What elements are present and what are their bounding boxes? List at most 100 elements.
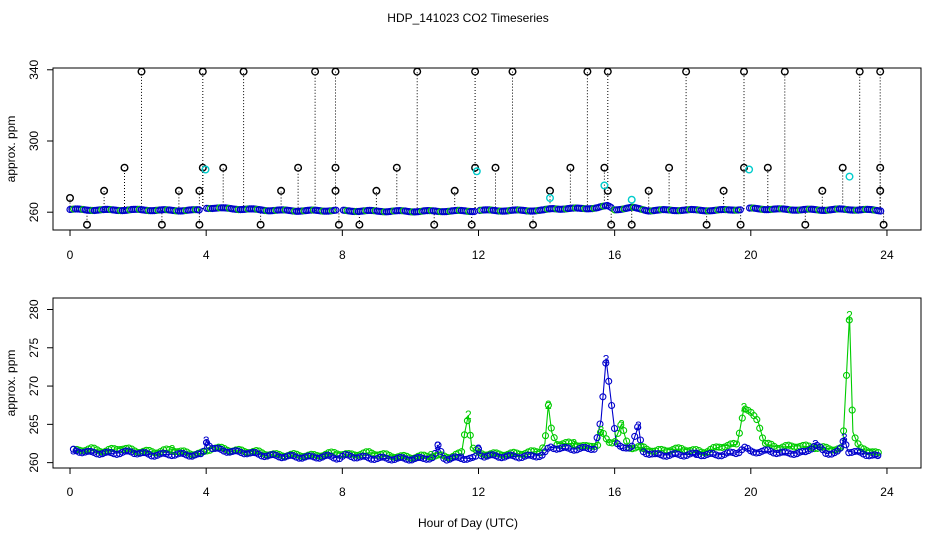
bottom-x-tick-label: 12 [472, 485, 486, 499]
flagged-point [201, 165, 210, 174]
top-panel: 0 4 8 12 16 20 24 260 300 340 approx. ppm [4, 59, 922, 262]
raw-point [736, 220, 745, 229]
series-point-label: 3 [434, 439, 441, 453]
flagged-point [546, 193, 555, 202]
series-point-label: 3 [203, 434, 210, 448]
raw-point [277, 186, 286, 195]
series-point [602, 359, 610, 367]
series-point-label: 2 [545, 398, 552, 412]
raw-point [818, 186, 827, 195]
series-point [194, 450, 202, 458]
raw-point [491, 163, 500, 172]
flagged-point [745, 165, 754, 174]
bottom-x-tick-label: 8 [339, 485, 346, 499]
raw-point [627, 220, 636, 229]
bottom-x-tick-label: 24 [880, 485, 894, 499]
series-point [466, 431, 474, 439]
raw-point [355, 220, 364, 229]
series-point-label: 2 [639, 440, 646, 454]
series-point-label: 3 [693, 447, 700, 461]
raw-point [876, 163, 885, 172]
baseline-point [332, 206, 340, 214]
raw-point [838, 163, 847, 172]
chart-title: HDP_141023 CO2 Timeseries [387, 11, 548, 25]
series-point [735, 429, 743, 437]
flagged-point [600, 181, 609, 190]
series-point [631, 432, 639, 440]
series-point [547, 424, 555, 432]
series-point-label: 3 [812, 437, 819, 451]
raw-point [413, 67, 422, 76]
bottom-x-axis: 0 4 8 12 16 20 24 [67, 467, 894, 499]
raw-point [644, 186, 653, 195]
series-point [200, 447, 208, 455]
series-point [590, 445, 598, 453]
series-point [790, 450, 798, 459]
series-point [539, 444, 547, 452]
series-point [756, 424, 764, 432]
series-point [463, 417, 471, 425]
top-spike-lines [69, 71, 885, 225]
series-point [845, 316, 853, 324]
raw-point [198, 67, 207, 76]
series-point [842, 441, 850, 449]
series-point-label: 2 [846, 309, 853, 323]
series-point [753, 416, 761, 424]
series-point [628, 442, 636, 450]
top-x-tick-label: 8 [339, 248, 346, 262]
series-point [544, 401, 552, 409]
raw-point [682, 67, 691, 76]
top-x-tick-label: 24 [880, 248, 894, 262]
raw-point [100, 186, 109, 195]
bottom-x-tick-label: 16 [608, 485, 622, 499]
series-point [269, 451, 277, 459]
series-point-label: 3 [475, 442, 482, 456]
top-x-tick-label: 16 [608, 248, 622, 262]
top-data-points [65, 67, 888, 229]
flagged-point [845, 172, 854, 181]
series-point-label: 3 [841, 431, 848, 445]
series-point [732, 450, 740, 458]
series-point [333, 455, 341, 463]
raw-point [174, 186, 183, 195]
raw-point [876, 186, 885, 195]
series-point [587, 445, 595, 454]
raw-point [331, 186, 340, 195]
series-point [599, 393, 607, 401]
raw-point [467, 220, 476, 229]
series-point-label: 3 [458, 451, 465, 465]
series-point [836, 444, 844, 452]
raw-point [879, 220, 888, 229]
bottom-y-tick-label: 260 [27, 452, 41, 472]
top-x-tick-label: 20 [744, 248, 758, 262]
raw-point [195, 186, 204, 195]
top-x-tick-label: 0 [67, 248, 74, 262]
raw-point [372, 186, 381, 195]
series-point-label: 2 [741, 401, 748, 415]
raw-point [876, 67, 885, 76]
bottom-y-axis: 260 265 270 275 280 [27, 299, 54, 473]
raw-point [508, 67, 517, 76]
series-point-label: 2 [598, 424, 605, 438]
series-point [758, 434, 767, 442]
raw-point [740, 163, 749, 172]
series-line [76, 315, 881, 458]
series-point [379, 453, 387, 461]
raw-point [607, 220, 616, 229]
raw-point [801, 220, 810, 229]
series-point [608, 401, 616, 410]
series-point-label: 2 [465, 408, 472, 422]
top-y-tick-label: 260 [27, 202, 41, 222]
series-point [541, 432, 550, 440]
series-point [842, 371, 851, 379]
top-y-tick-label: 340 [27, 59, 41, 79]
series-point-label: 3 [603, 352, 610, 366]
raw-point [763, 163, 772, 172]
raw-point [311, 67, 320, 76]
bottom-y-tick-label: 265 [27, 414, 41, 434]
x-axis-label: Hour of Day (UTC) [418, 516, 518, 530]
top-panel-frame [52, 67, 922, 231]
raw-point [331, 67, 340, 76]
